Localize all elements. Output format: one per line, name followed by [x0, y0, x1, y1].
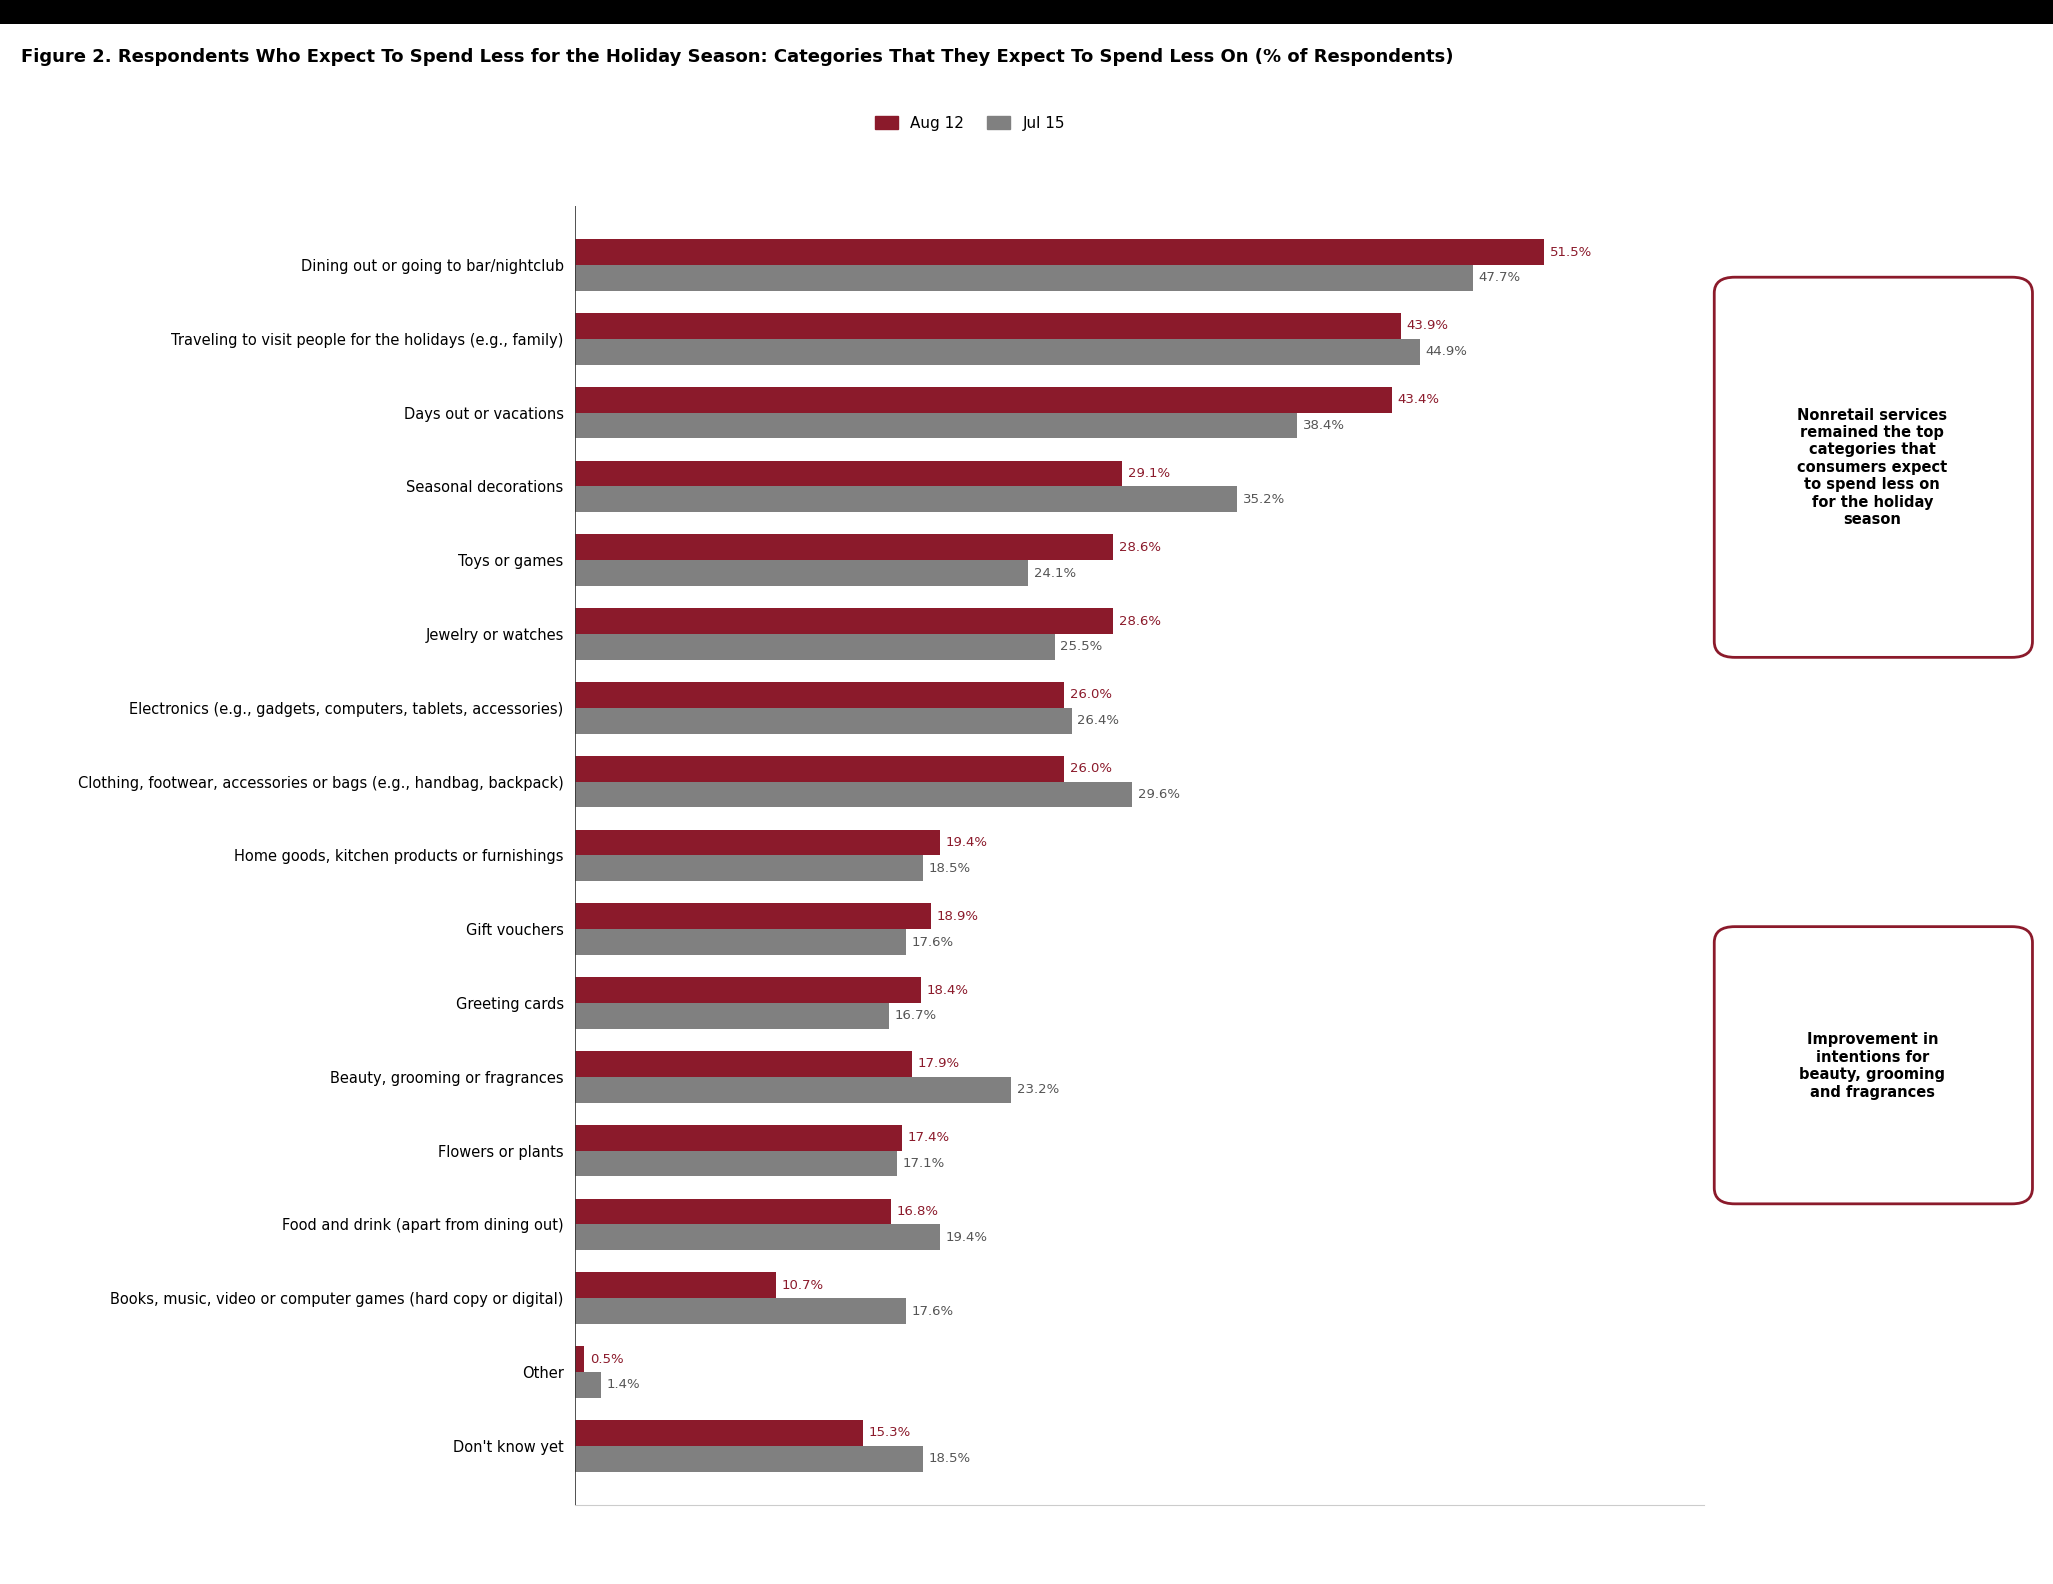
Text: 17.6%: 17.6%: [912, 936, 955, 949]
Text: 18.5%: 18.5%: [928, 862, 971, 874]
Text: 28.6%: 28.6%: [1119, 540, 1160, 554]
Text: 25.5%: 25.5%: [1061, 640, 1102, 653]
Text: 18.9%: 18.9%: [936, 909, 977, 923]
Text: 24.1%: 24.1%: [1035, 567, 1076, 580]
Legend: Aug 12, Jul 15: Aug 12, Jul 15: [868, 109, 1072, 136]
Text: 10.7%: 10.7%: [782, 1278, 823, 1291]
Bar: [575, 412, 1297, 439]
Bar: [575, 1077, 1012, 1102]
Text: 23.2%: 23.2%: [1016, 1083, 1059, 1096]
Text: 29.6%: 29.6%: [1137, 787, 1180, 802]
Text: Figure 2. Respondents Who Expect To Spend Less for the Holiday Season: Categorie: Figure 2. Respondents Who Expect To Spen…: [21, 48, 1454, 65]
Bar: [575, 634, 1055, 661]
Text: 43.9%: 43.9%: [1406, 320, 1449, 333]
Text: 28.6%: 28.6%: [1119, 615, 1160, 627]
Text: 47.7%: 47.7%: [1478, 271, 1521, 285]
Bar: [575, 265, 1472, 291]
Text: 26.0%: 26.0%: [1070, 689, 1113, 702]
Bar: [575, 339, 1421, 364]
Bar: [575, 461, 1123, 486]
Text: 38.4%: 38.4%: [1304, 420, 1345, 432]
Text: 17.1%: 17.1%: [903, 1156, 944, 1171]
Bar: [575, 1299, 905, 1324]
Bar: [575, 1446, 924, 1472]
Text: 17.4%: 17.4%: [907, 1131, 951, 1144]
Text: 1.4%: 1.4%: [608, 1378, 641, 1391]
Text: 18.5%: 18.5%: [928, 1453, 971, 1465]
Text: Improvement in
intentions for
beauty, grooming
and fragrances: Improvement in intentions for beauty, gr…: [1798, 1033, 1946, 1099]
Bar: [575, 977, 922, 1003]
Bar: [575, 683, 1063, 708]
Bar: [575, 1050, 912, 1077]
Bar: [575, 386, 1392, 412]
Text: 17.6%: 17.6%: [912, 1305, 955, 1318]
Text: 19.4%: 19.4%: [946, 836, 987, 849]
Bar: [575, 855, 924, 881]
Bar: [575, 830, 940, 855]
Text: 0.5%: 0.5%: [589, 1353, 624, 1365]
Bar: [575, 1419, 862, 1446]
Text: 19.4%: 19.4%: [946, 1231, 987, 1243]
Bar: [575, 608, 1113, 634]
Text: 17.9%: 17.9%: [918, 1058, 959, 1071]
Text: 15.3%: 15.3%: [868, 1426, 912, 1440]
Bar: [575, 1372, 602, 1397]
Bar: [575, 1003, 889, 1028]
Bar: [575, 1125, 903, 1150]
Text: 26.4%: 26.4%: [1078, 714, 1119, 727]
Text: 29.1%: 29.1%: [1129, 467, 1170, 480]
Bar: [575, 239, 1544, 265]
Text: 18.4%: 18.4%: [926, 984, 969, 996]
Bar: [575, 903, 930, 930]
Bar: [575, 561, 1029, 586]
Text: 26.0%: 26.0%: [1070, 762, 1113, 775]
Bar: [575, 756, 1063, 781]
Text: 43.4%: 43.4%: [1398, 393, 1439, 406]
Bar: [575, 1346, 585, 1372]
Bar: [575, 1272, 776, 1299]
Text: 16.8%: 16.8%: [897, 1205, 938, 1218]
Text: 44.9%: 44.9%: [1425, 345, 1468, 358]
Text: 16.7%: 16.7%: [895, 1009, 936, 1022]
Bar: [575, 1150, 897, 1177]
Bar: [575, 534, 1113, 561]
Bar: [575, 486, 1238, 512]
Bar: [575, 1199, 891, 1224]
Text: 51.5%: 51.5%: [1550, 246, 1591, 258]
Bar: [575, 1224, 940, 1250]
Text: Nonretail services
remained the top
categories that
consumers expect
to spend le: Nonretail services remained the top cate…: [1796, 407, 1948, 527]
Bar: [575, 314, 1400, 339]
Bar: [575, 708, 1072, 733]
Bar: [575, 781, 1131, 808]
Text: 35.2%: 35.2%: [1242, 493, 1285, 505]
Bar: [575, 930, 905, 955]
